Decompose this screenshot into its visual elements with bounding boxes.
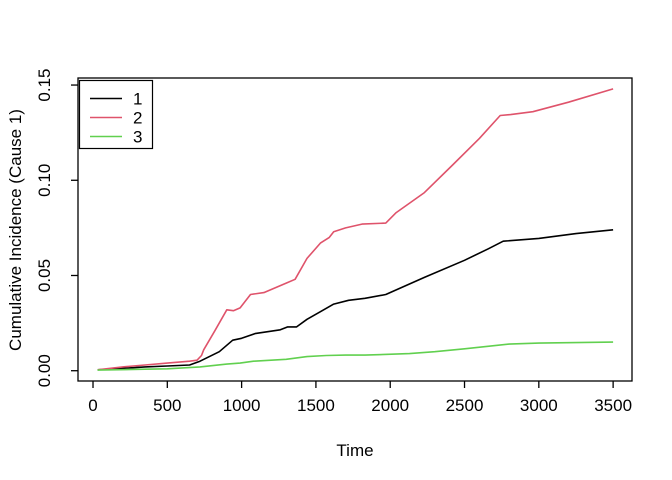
series-line-2	[97, 88, 614, 371]
x-tick-label-3500: 3500	[594, 396, 632, 415]
y-tick-label-0.00: 0.00	[35, 354, 54, 387]
x-tick-label-1500: 1500	[297, 396, 335, 415]
y-tick-label-0.10: 0.10	[35, 164, 54, 197]
legend: 123	[78, 79, 154, 150]
series-line-3	[97, 341, 614, 371]
x-tick-label-2000: 2000	[371, 396, 409, 415]
x-axis-title: Time	[336, 441, 373, 460]
plot-border	[77, 77, 633, 382]
legend-label-2: 2	[133, 109, 142, 128]
series-line-1	[97, 229, 614, 371]
y-axis-title: Cumulative Incidence (Cause 1)	[6, 109, 25, 351]
x-tick-label-1000: 1000	[223, 396, 261, 415]
axis-ticks: 0 500 1000 1500 2000 2500 3000 3500 0.00 0.05 0.10…	[35, 68, 632, 415]
legend-label-1: 1	[133, 90, 142, 109]
x-tick-label-0: 0	[88, 396, 97, 415]
y-tick-label-0.05: 0.05	[35, 259, 54, 292]
y-tick-label-0.15: 0.15	[35, 68, 54, 101]
x-tick-label-3000: 3000	[520, 396, 558, 415]
series-lines	[97, 88, 614, 371]
x-tick-label-500: 500	[153, 396, 181, 415]
legend-label-3: 3	[133, 128, 142, 147]
x-tick-label-2500: 2500	[446, 396, 484, 415]
